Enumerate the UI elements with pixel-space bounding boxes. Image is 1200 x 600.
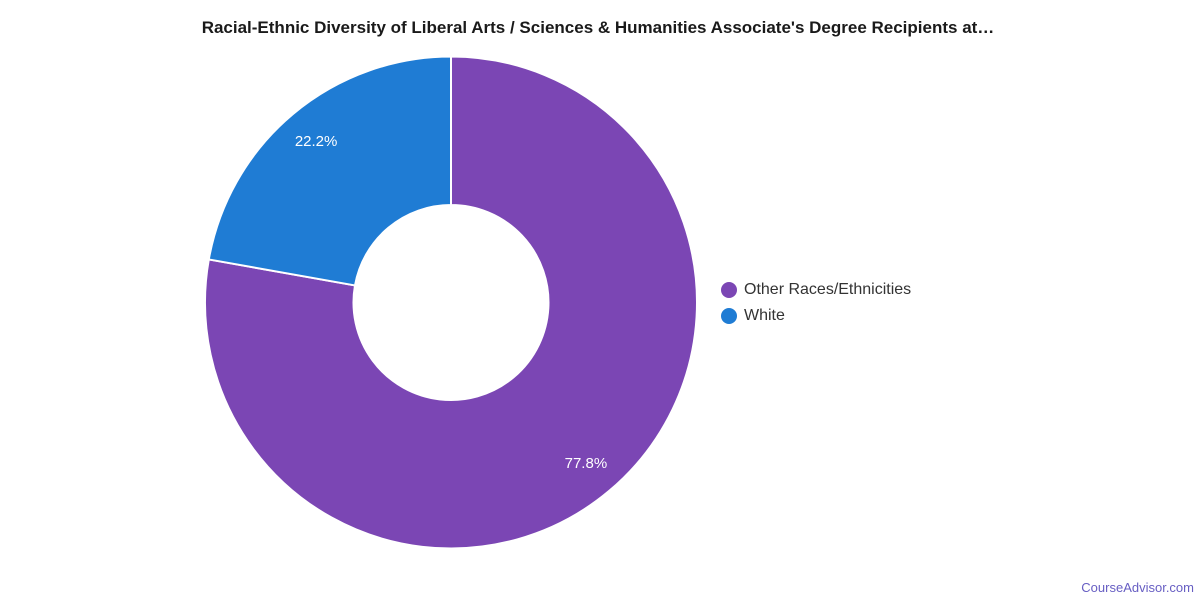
svg-text:77.8%: 77.8%: [565, 455, 608, 472]
svg-text:22.2%: 22.2%: [295, 133, 338, 150]
